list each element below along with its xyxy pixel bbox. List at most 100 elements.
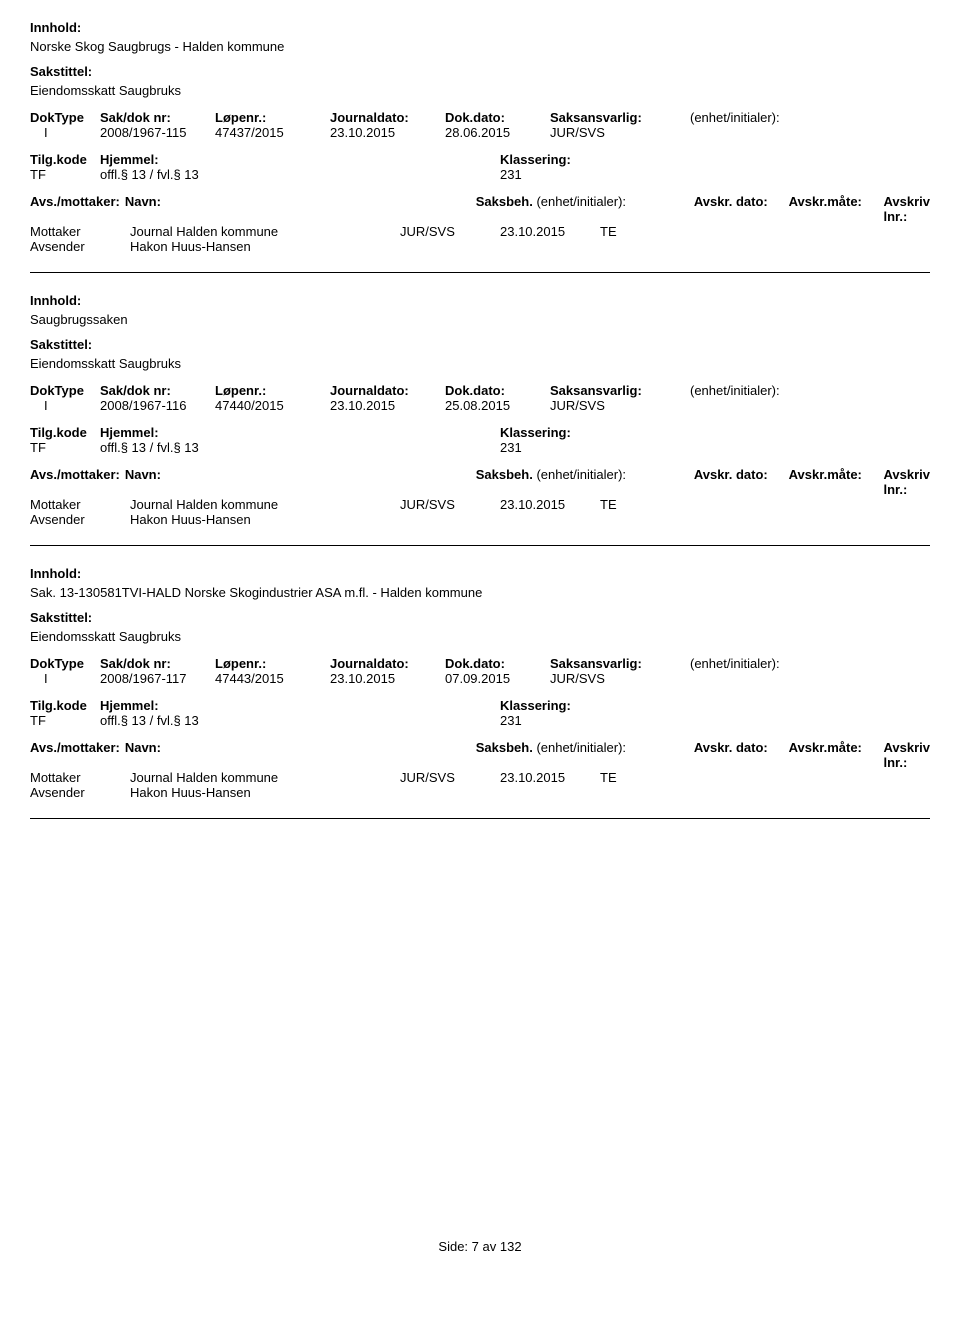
dokdato-value: 25.08.2015	[445, 398, 550, 413]
hjemmel-value: offl.§ 13 / fvl.§ 13	[100, 440, 500, 455]
navn-label: Navn:	[125, 467, 476, 482]
avsmottaker-label: Avs./mottaker:	[30, 467, 125, 482]
journaldato-value: 23.10.2015	[330, 125, 445, 140]
doktype-value: I	[30, 398, 100, 413]
avskrdato-label: Avskr. dato:	[694, 194, 789, 209]
sakstittel-label: Sakstittel:	[30, 337, 930, 352]
value-row-1: I 2008/1967-116 47440/2015 23.10.2015 25…	[30, 398, 930, 413]
mottaker-amate: TE	[600, 224, 930, 239]
klassering-label: Klassering:	[500, 698, 930, 713]
innhold-label: Innhold:	[30, 566, 930, 581]
header-row-1: DokType Sak/dok nr: Løpenr.: Journaldato…	[30, 656, 930, 671]
innhold-value: Norske Skog Saugbrugs - Halden kommune	[30, 39, 930, 54]
tilg-row: Tilg.kode Hjemmel: Klassering:	[30, 425, 930, 440]
sakdoknr-label: Sak/dok nr:	[100, 110, 215, 125]
separator	[30, 272, 930, 273]
avskrivlnr-label: Avskriv lnr.:	[883, 194, 930, 224]
innhold-value: Saugbrugssaken	[30, 312, 930, 327]
lopenr-label: Løpenr.:	[215, 656, 330, 671]
page-footer: Side: 7 av 132	[30, 1239, 930, 1254]
dokdato-value: 07.09.2015	[445, 671, 550, 686]
page: Innhold: Norske Skog Saugbrugs - Halden …	[0, 0, 960, 1294]
mottaker-row: Mottaker Journal Halden kommune JUR/SVS …	[30, 224, 930, 239]
mottaker-name: Journal Halden kommune	[130, 770, 400, 785]
tilg-value-row: TF offl.§ 13 / fvl.§ 13 231	[30, 713, 930, 728]
saksbeh-label: Saksbeh. (enhet/initialer):	[476, 194, 694, 209]
sakdoknr-value: 2008/1967-115	[100, 125, 215, 140]
value-row-1: I 2008/1967-117 47443/2015 23.10.2015 07…	[30, 671, 930, 686]
journal-entry: Innhold: Saugbrugssaken Sakstittel: Eien…	[30, 293, 930, 527]
mottaker-amate: TE	[600, 497, 930, 512]
mottaker-adato: 23.10.2015	[500, 224, 600, 239]
avsender-name: Hakon Huus-Hansen	[130, 785, 400, 800]
saksansvarlig-label: Saksansvarlig:	[550, 110, 690, 125]
avskrmate-label: Avskr.måte:	[789, 194, 884, 209]
separator	[30, 818, 930, 819]
avskrmate-label: Avskr.måte:	[789, 467, 884, 482]
avskrdato-label: Avskr. dato:	[694, 467, 789, 482]
saksansvarlig-value: JUR/SVS	[550, 671, 690, 686]
avsender-name: Hakon Huus-Hansen	[130, 512, 400, 527]
mottaker-role: Mottaker	[30, 224, 130, 239]
avskrivlnr-label: Avskriv lnr.:	[883, 467, 930, 497]
avsender-role: Avsender	[30, 512, 130, 527]
saksansvarlig-label: Saksansvarlig:	[550, 383, 690, 398]
tilg-row: Tilg.kode Hjemmel: Klassering:	[30, 152, 930, 167]
sakstittel-value: Eiendomsskatt Saugbruks	[30, 356, 930, 371]
tilgkode-value: TF	[30, 167, 100, 182]
doktype-value: I	[30, 671, 100, 686]
mottaker-name: Journal Halden kommune	[130, 224, 400, 239]
journaldato-value: 23.10.2015	[330, 671, 445, 686]
dokdato-label: Dok.dato:	[445, 383, 550, 398]
klassering-label: Klassering:	[500, 425, 930, 440]
sakdoknr-label: Sak/dok nr:	[100, 656, 215, 671]
klassering-value: 231	[500, 167, 930, 182]
klassering-value: 231	[500, 713, 930, 728]
side-label: Side:	[438, 1239, 468, 1254]
klassering-value: 231	[500, 440, 930, 455]
mottaker-beh: JUR/SVS	[400, 224, 500, 239]
avsender-role: Avsender	[30, 239, 130, 254]
mottaker-amate: TE	[600, 770, 930, 785]
avsender-row: Avsender Hakon Huus-Hansen	[30, 785, 930, 800]
journaldato-value: 23.10.2015	[330, 398, 445, 413]
tilgkode-value: TF	[30, 713, 100, 728]
navn-label: Navn:	[125, 740, 476, 755]
lopenr-label: Løpenr.:	[215, 383, 330, 398]
saksansvarlig-value: JUR/SVS	[550, 125, 690, 140]
journaldato-label: Journaldato:	[330, 110, 445, 125]
mottaker-row: Mottaker Journal Halden kommune JUR/SVS …	[30, 497, 930, 512]
tilg-row: Tilg.kode Hjemmel: Klassering:	[30, 698, 930, 713]
av-label: av	[483, 1239, 497, 1254]
saksbeh-label: Saksbeh. (enhet/initialer):	[476, 467, 694, 482]
sakdoknr-value: 2008/1967-116	[100, 398, 215, 413]
separator	[30, 545, 930, 546]
tilg-value-row: TF offl.§ 13 / fvl.§ 13 231	[30, 167, 930, 182]
page-total: 132	[500, 1239, 522, 1254]
page-number: 7	[472, 1239, 479, 1254]
dokdato-label: Dok.dato:	[445, 656, 550, 671]
mottaker-beh: JUR/SVS	[400, 770, 500, 785]
party-header-row: Avs./mottaker: Navn: Saksbeh. (enhet/ini…	[30, 467, 930, 497]
mottaker-name: Journal Halden kommune	[130, 497, 400, 512]
enhet-label: (enhet/initialer):	[690, 110, 930, 125]
mottaker-row: Mottaker Journal Halden kommune JUR/SVS …	[30, 770, 930, 785]
hjemmel-label: Hjemmel:	[100, 698, 500, 713]
doktype-label: DokType	[30, 656, 100, 671]
avsender-role: Avsender	[30, 785, 130, 800]
avsender-name: Hakon Huus-Hansen	[130, 239, 400, 254]
sakstittel-label: Sakstittel:	[30, 610, 930, 625]
enhet-label: (enhet/initialer):	[690, 383, 930, 398]
journaldato-label: Journaldato:	[330, 656, 445, 671]
enhet-label: (enhet/initialer):	[690, 656, 930, 671]
saksansvarlig-value: JUR/SVS	[550, 398, 690, 413]
sakstittel-label: Sakstittel:	[30, 64, 930, 79]
innhold-label: Innhold:	[30, 20, 930, 35]
doktype-label: DokType	[30, 383, 100, 398]
hjemmel-label: Hjemmel:	[100, 152, 500, 167]
sakstittel-value: Eiendomsskatt Saugbruks	[30, 629, 930, 644]
avsender-row: Avsender Hakon Huus-Hansen	[30, 512, 930, 527]
party-header-row: Avs./mottaker: Navn: Saksbeh. (enhet/ini…	[30, 194, 930, 224]
doktype-value: I	[30, 125, 100, 140]
innhold-value: Sak. 13-130581TVI-HALD Norske Skogindust…	[30, 585, 930, 600]
